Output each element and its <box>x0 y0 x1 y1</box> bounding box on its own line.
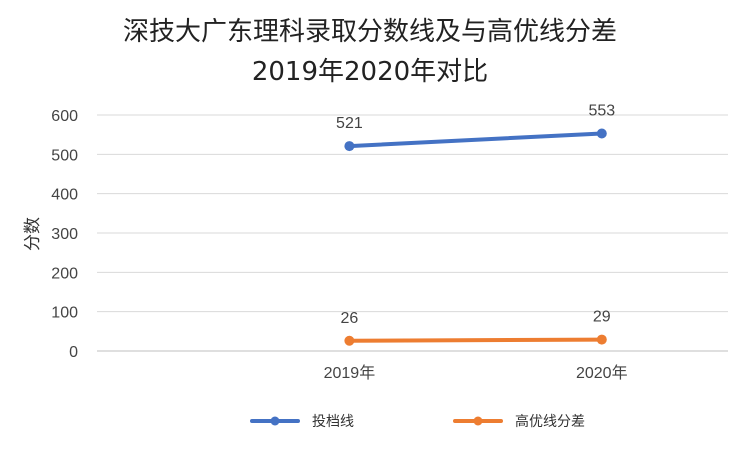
chart-title: 深技大广东理科录取分数线及与高优线分差 <box>123 17 617 47</box>
data-point <box>344 335 355 346</box>
series-line <box>347 337 604 343</box>
legend-label: 高优线分差 <box>515 413 585 430</box>
x-tick-label: 2020年 <box>576 364 628 382</box>
gridlines <box>97 114 728 352</box>
series-0: 521 553 <box>336 102 615 152</box>
data-point <box>344 141 355 152</box>
legend-swatch-marker <box>270 416 280 426</box>
data-label: 26 <box>341 310 359 327</box>
data-label: 553 <box>588 102 615 119</box>
data-point <box>596 334 607 345</box>
y-tick-label: 300 <box>51 226 78 243</box>
chart-subtitle: 2019年2020年对比 <box>252 57 488 87</box>
x-axis-ticks: 2019年 2020年 <box>324 364 628 382</box>
y-tick-label: 600 <box>51 108 78 125</box>
data-point <box>596 128 607 139</box>
series-1: 26 29 <box>341 309 611 346</box>
data-label: 521 <box>336 115 363 132</box>
legend: 投档线 高优线分差 <box>250 413 585 430</box>
y-tick-label: 400 <box>51 187 78 204</box>
legend-item: 投档线 <box>250 414 354 430</box>
data-label: 29 <box>593 309 611 326</box>
y-axis-ticks: 0 100 200 300 400 500 600 <box>51 108 78 361</box>
series-layer: 521 553 26 29 <box>336 102 615 346</box>
legend-swatch-marker <box>473 416 483 426</box>
y-tick-label: 500 <box>51 147 78 164</box>
x-tick-label: 2019年 <box>324 364 376 382</box>
y-tick-label: 0 <box>69 344 78 361</box>
y-tick-label: 200 <box>51 265 78 282</box>
legend-item: 高优线分差 <box>453 413 585 430</box>
series-line <box>347 131 604 149</box>
y-tick-label: 100 <box>51 305 78 322</box>
legend-label: 投档线 <box>312 414 354 430</box>
y-axis-label: 分数 <box>23 217 43 251</box>
